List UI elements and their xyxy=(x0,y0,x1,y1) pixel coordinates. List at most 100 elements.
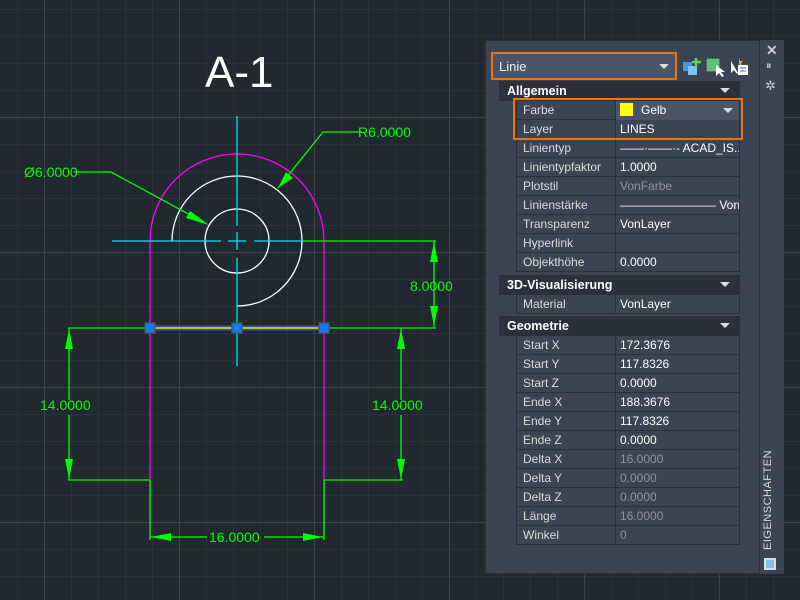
grip-start[interactable] xyxy=(144,322,156,334)
property-value-cell[interactable]: 0 xyxy=(616,526,740,545)
property-value-cell[interactable]: ———————— VonLayer xyxy=(616,196,740,215)
property-row[interactable]: Start X 172.3676 xyxy=(516,336,740,355)
property-row[interactable]: Objekthöhe 0.0000 xyxy=(516,253,740,272)
properties-panel xyxy=(485,40,760,574)
toggle-pickadd-icon[interactable] xyxy=(729,57,749,77)
property-row[interactable]: Delta Y 0.0000 xyxy=(516,469,740,488)
dim-width-bottom[interactable]: 16.0000 xyxy=(209,529,260,545)
property-value: LINES xyxy=(620,122,655,136)
property-value: ——·——·- ACAD_IS... xyxy=(620,141,740,155)
grip-end[interactable] xyxy=(318,322,330,334)
property-value-cell[interactable]: VonFarbe xyxy=(616,177,740,196)
dim-diameter[interactable]: Ø6.0000 xyxy=(24,164,78,180)
property-value-cell[interactable]: 0.0000 xyxy=(616,431,740,450)
property-value: 1.0000 xyxy=(620,160,657,174)
property-value-cell[interactable]: 1.0000 xyxy=(616,158,740,177)
property-row[interactable]: Delta Z 0.0000 xyxy=(516,488,740,507)
auto-hide-icon[interactable]: ⏸ xyxy=(766,60,772,72)
property-label: Ende Z xyxy=(516,431,616,450)
property-label: Transparenz xyxy=(516,215,616,234)
property-value-cell[interactable]: ——·——·- ACAD_IS... xyxy=(616,139,740,158)
section-allgemein[interactable]: Allgemein xyxy=(499,81,740,101)
property-label: Material xyxy=(516,295,616,314)
property-label: Linientyp xyxy=(516,139,616,158)
property-value-cell[interactable]: VonLayer xyxy=(616,295,740,314)
property-row[interactable]: Ende Z 0.0000 xyxy=(516,431,740,450)
property-value: 117.8326 xyxy=(620,357,670,371)
section-geometrie[interactable]: Geometrie xyxy=(499,316,740,336)
property-value-cell[interactable]: 117.8326 xyxy=(616,355,740,374)
properties-panel-icon[interactable] xyxy=(764,558,776,570)
dim-height-left[interactable]: 14.0000 xyxy=(40,397,91,413)
property-value: 172.3676 xyxy=(620,338,671,352)
arc-r6[interactable] xyxy=(171,175,303,307)
property-row[interactable]: Start Z 0.0000 xyxy=(516,374,740,393)
dim-height-right[interactable]: 14.0000 xyxy=(372,397,423,413)
grip-mid[interactable] xyxy=(231,322,243,334)
property-value-cell[interactable]: 16.0000 xyxy=(616,507,740,526)
property-row[interactable]: Material VonLayer xyxy=(516,295,740,314)
dimension-lines xyxy=(68,131,436,540)
property-row[interactable]: Linientypfaktor 1.0000 xyxy=(516,158,740,177)
property-value-cell[interactable]: 0.0000 xyxy=(616,488,740,507)
property-label: Winkel xyxy=(516,526,616,545)
property-value-cell[interactable]: 117.8326 xyxy=(616,412,740,431)
property-value-cell[interactable]: 172.3676 xyxy=(616,336,740,355)
property-row[interactable]: Start Y 117.8326 xyxy=(516,355,740,374)
property-label: Hyperlink xyxy=(516,234,616,253)
property-value: 188.3676 xyxy=(620,395,671,409)
property-row[interactable]: Linienstärke ———————— VonLayer xyxy=(516,196,740,215)
object-type-value: Linie xyxy=(499,59,527,74)
property-label: Delta X xyxy=(516,450,616,469)
property-row[interactable]: Farbe Gelb xyxy=(516,101,740,120)
property-row[interactable]: Länge 16.0000 xyxy=(516,507,740,526)
property-row[interactable]: Plotstil VonFarbe xyxy=(516,177,740,196)
select-objects-icon[interactable] xyxy=(705,57,725,77)
property-row[interactable]: Ende Y 117.8326 xyxy=(516,412,740,431)
property-label: Ende Y xyxy=(516,412,616,431)
property-label: Objekthöhe xyxy=(516,253,616,272)
property-row[interactable]: Winkel 0 xyxy=(516,526,740,545)
dim-height-upper[interactable]: 8.0000 xyxy=(410,278,453,294)
property-value: 16.0000 xyxy=(620,452,664,466)
collapse-icon[interactable] xyxy=(720,88,730,93)
property-value-cell[interactable]: VonLayer xyxy=(616,215,740,234)
property-row[interactable]: Linientyp ——·——·- ACAD_IS... xyxy=(516,139,740,158)
collapse-icon[interactable] xyxy=(720,323,730,328)
property-value-cell[interactable]: 16.0000 xyxy=(616,450,740,469)
property-value-cell[interactable]: Gelb xyxy=(616,101,740,120)
property-value: 0.0000 xyxy=(620,490,657,504)
property-value: VonFarbe xyxy=(620,179,673,193)
property-label: Linienstärke xyxy=(516,196,616,215)
settings-icon[interactable]: ✲ xyxy=(765,78,776,93)
property-label: Plotstil xyxy=(516,177,616,196)
property-value-cell[interactable]: 188.3676 xyxy=(616,393,740,412)
dim-radius[interactable]: R6.0000 xyxy=(358,124,411,140)
object-type-select[interactable]: Linie xyxy=(491,52,677,80)
section-title: Allgemein xyxy=(507,84,567,98)
chevron-down-icon xyxy=(659,64,669,69)
property-value-cell[interactable]: LINES xyxy=(616,120,740,139)
color-swatch xyxy=(620,103,633,116)
property-label: Delta Z xyxy=(516,488,616,507)
property-value-cell[interactable]: 0.0000 xyxy=(616,374,740,393)
property-value: 0.0000 xyxy=(620,433,657,447)
property-value-cell[interactable]: 0.0000 xyxy=(616,253,740,272)
property-value-cell[interactable] xyxy=(616,234,740,253)
highlight-frame xyxy=(513,98,743,140)
property-value-cell[interactable]: 0.0000 xyxy=(616,469,740,488)
property-value: 0.0000 xyxy=(620,376,657,390)
property-row[interactable]: Transparenz VonLayer xyxy=(516,215,740,234)
quick-select-icon[interactable] xyxy=(682,57,702,77)
property-label: Start X xyxy=(516,336,616,355)
property-row[interactable]: Delta X 16.0000 xyxy=(516,450,740,469)
property-value: Gelb xyxy=(641,103,667,117)
property-row[interactable]: Hyperlink xyxy=(516,234,740,253)
property-value: 117.8326 xyxy=(620,414,670,428)
property-row[interactable]: Ende X 188.3676 xyxy=(516,393,740,412)
section-3d-visualisierung[interactable]: 3D-Visualisierung xyxy=(499,275,740,295)
collapse-icon[interactable] xyxy=(720,282,730,287)
panel-side-strip: ✕ ⏸ ✲ xyxy=(760,40,784,574)
close-icon[interactable]: ✕ xyxy=(766,42,778,58)
